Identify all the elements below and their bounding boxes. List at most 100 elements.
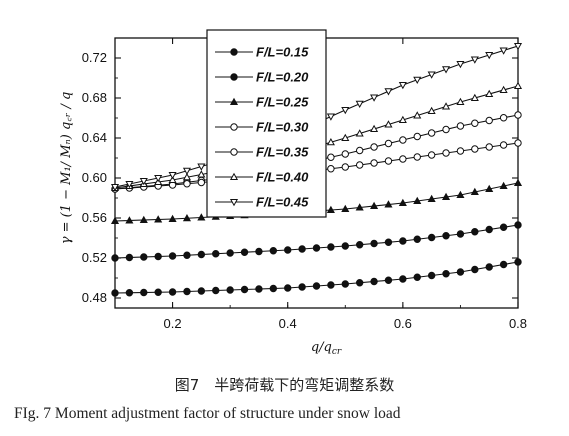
legend-marker: [230, 48, 238, 56]
data-point: [384, 238, 393, 246]
data-point: [427, 271, 436, 280]
data-point: [269, 284, 278, 293]
data-point: [168, 252, 177, 260]
data-point: [125, 180, 134, 189]
chart: 0.2 0.4 0.6 0.8 0.48 0.52 0.56 0.60 0.64 0.68 0.7…: [59, 29, 527, 357]
data-point: [441, 66, 451, 74]
data-point: [471, 228, 479, 236]
y-tick-label: 0.68: [82, 90, 107, 105]
data-point: [197, 213, 206, 221]
data-point: [485, 143, 493, 151]
figure-caption-english: FIg. 7 Moment adjustment factor of struc…: [14, 405, 401, 422]
data-point: [413, 273, 421, 281]
data-point: [485, 51, 494, 60]
x-tick-label: 0.2: [164, 316, 182, 331]
data-point: [341, 163, 349, 171]
data-point: [513, 81, 523, 90]
data-point: [499, 114, 508, 122]
data-point: [140, 288, 148, 297]
data-point: [355, 241, 364, 249]
data-point: [284, 284, 292, 292]
data-point: [355, 100, 364, 108]
data-point: [413, 153, 421, 161]
data-point: [240, 248, 249, 256]
data-point: [125, 253, 134, 262]
data-point: [499, 47, 508, 55]
data-point: [441, 102, 451, 110]
data-point: [168, 175, 177, 184]
data-point: [398, 81, 407, 90]
data-point: [312, 282, 321, 290]
data-point: [355, 129, 364, 137]
data-point: [485, 116, 493, 125]
data-point: [456, 190, 465, 199]
data-point: [485, 184, 494, 193]
data-point: [183, 251, 191, 259]
data-point: [427, 194, 436, 203]
data-point: [514, 139, 522, 147]
legend-label: F/L=0.15: [256, 45, 309, 60]
data-point: [298, 245, 306, 253]
legend-entry: F/L=0.30: [215, 120, 309, 135]
data-point: [197, 163, 206, 171]
data-point: [341, 242, 349, 250]
legend-marker: [229, 97, 239, 106]
data-point: [197, 287, 206, 295]
data-point: [168, 214, 177, 223]
legend-label: F/L=0.40: [256, 170, 309, 185]
x-tick-label: 0.4: [279, 316, 297, 331]
data-point: [110, 183, 120, 192]
data-point: [212, 250, 220, 258]
data-point: [514, 111, 522, 119]
data-point: [240, 285, 249, 294]
y-tick-label: 0.56: [82, 210, 107, 225]
legend-entry: F/L=0.20: [215, 70, 309, 85]
legend-label: F/L=0.45: [256, 195, 309, 210]
legend-marker: [230, 73, 238, 81]
data-point: [226, 249, 234, 257]
data-point: [471, 145, 479, 153]
data-point: [326, 138, 335, 146]
data-point: [442, 232, 450, 240]
x-tick-label: 0.6: [394, 316, 412, 331]
data-point: [370, 159, 378, 167]
data-point: [499, 85, 508, 94]
data-point: [197, 178, 206, 187]
data-point: [327, 165, 335, 173]
data-point: [341, 280, 349, 288]
data-point: [442, 149, 450, 157]
data-point: [355, 146, 364, 155]
x-axis: 0.2 0.4 0.6 0.8: [114, 38, 527, 331]
data-point: [456, 268, 465, 276]
legend-marker: [230, 148, 238, 156]
data-point: [384, 139, 393, 148]
data-point: [513, 178, 523, 187]
legend-marker: [229, 198, 239, 207]
data-point: [370, 124, 379, 133]
data-point: [341, 133, 350, 142]
data-point: [456, 97, 465, 106]
legend-marker: [230, 123, 238, 131]
data-point: [154, 252, 162, 261]
data-point: [183, 180, 191, 188]
data-point: [398, 115, 407, 124]
x-axis-title-sub: cr: [332, 347, 342, 357]
data-point: [370, 201, 379, 210]
data-point: [341, 150, 349, 158]
data-point: [212, 286, 220, 295]
data-point: [456, 60, 465, 69]
legend-label: F/L=0.35: [256, 145, 309, 160]
data-point: [413, 196, 422, 205]
data-point: [513, 42, 523, 51]
y-tick-label: 0.52: [82, 250, 107, 265]
y-axis-title: γ = (1 − M₁/ Mₙ) q꜀ᵣ / q: [59, 92, 74, 245]
y-tick-label: 0.64: [82, 130, 107, 145]
data-point: [269, 247, 278, 255]
data-point: [384, 88, 393, 96]
data-point: [370, 239, 378, 248]
x-axis-title: q/qcr: [311, 340, 342, 357]
data-point: [456, 147, 465, 155]
data-point: [514, 258, 522, 266]
data-point: [197, 170, 206, 178]
data-point: [499, 181, 508, 190]
